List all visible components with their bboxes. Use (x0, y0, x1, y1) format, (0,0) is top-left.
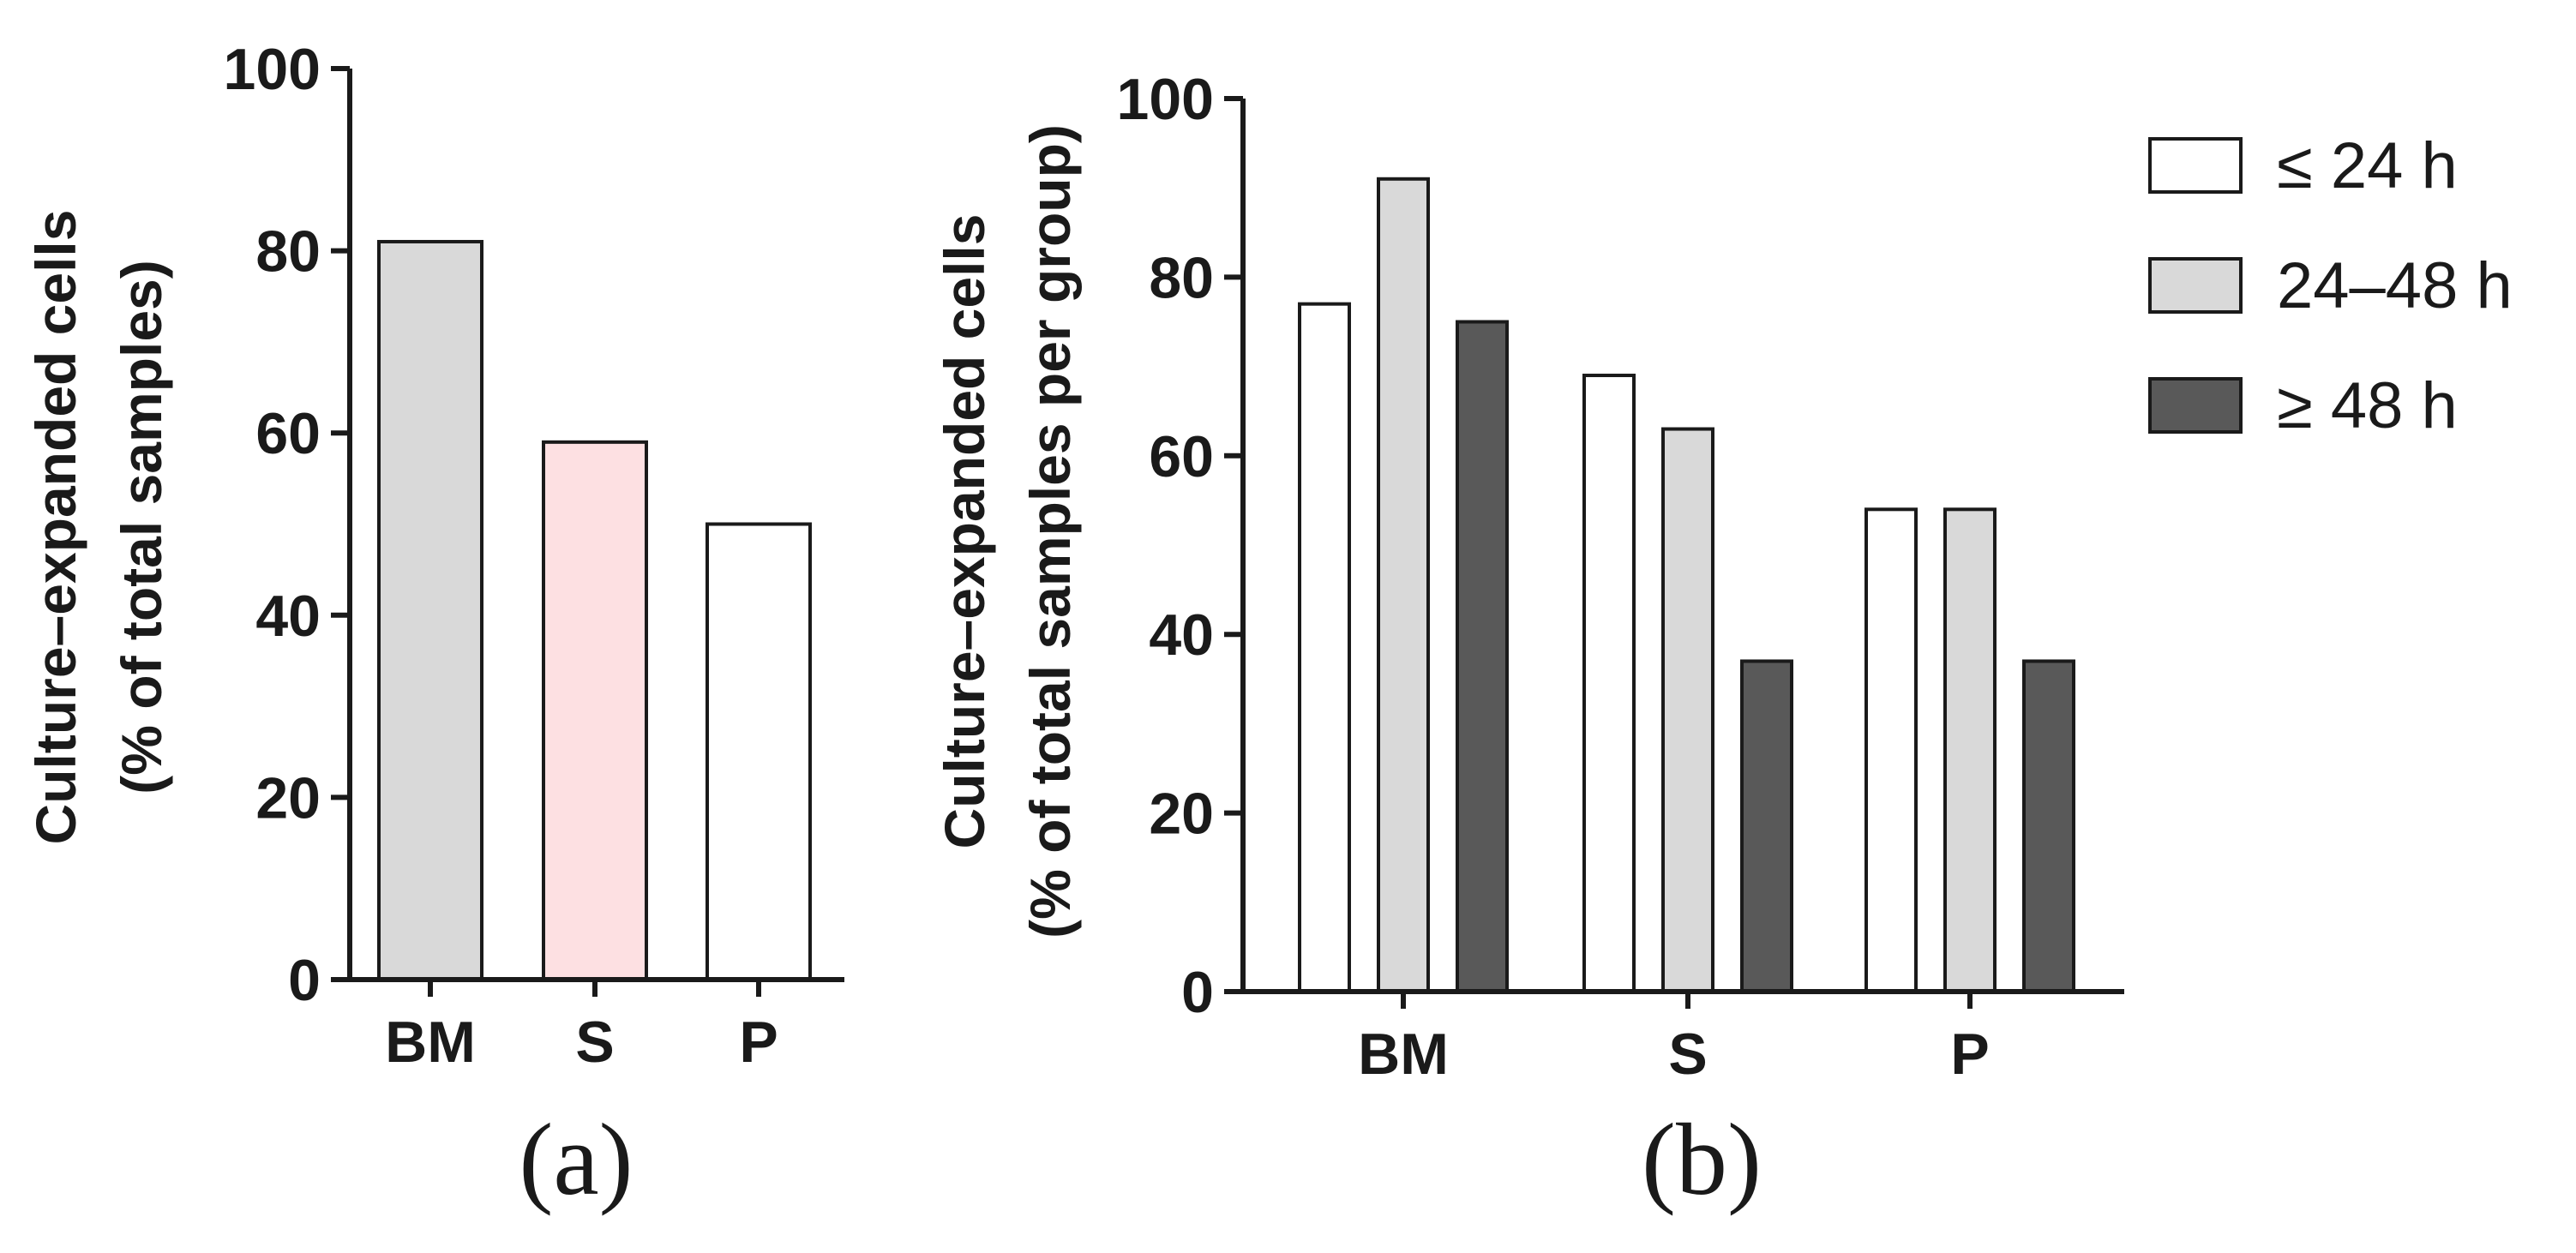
panel-b-bar-bm-series-3 (1456, 320, 1509, 993)
panel-b-ytick-label: 20 (1149, 782, 1214, 847)
panel-b-axes (1240, 99, 2124, 994)
panel-b-ticks: 0 20 40 60 80 100 (1117, 67, 1243, 1025)
panel-b-ytick-label: 60 (1149, 424, 1214, 489)
panel-b-category-label: S (1668, 1022, 1707, 1087)
panel-b-ytick-label: 0 (1181, 960, 1214, 1025)
panel-a-category-label: S (575, 1010, 614, 1075)
panel-a-ticks: 0 20 40 60 80 100 (224, 37, 350, 1013)
panel-b-bar-s-series-3 (1740, 659, 1793, 994)
panel-a-chart: 0 20 40 60 80 100 BM S P Culture–expanded cells… (24, 37, 844, 1216)
panel-a-ylabel-line2: (% of total samples) (110, 260, 173, 794)
panel-b-ytick-label: 40 (1149, 603, 1214, 668)
legend-label-2: 24–48 h (2277, 249, 2513, 322)
panel-b-ylabel-line1: Culture–expanded cells (933, 214, 996, 849)
legend-swatch-2 (2148, 257, 2243, 314)
panel-a-ytick-label: 0 (288, 948, 321, 1013)
panel-b-category-label: P (1950, 1022, 1989, 1087)
panel-b-bar-p-series-3 (2022, 659, 2075, 994)
panel-a-bar-s (542, 440, 648, 981)
legend-label-3: ≥ 48 h (2277, 369, 2458, 442)
panel-a-ytick-label: 60 (255, 401, 321, 466)
panel-b-label: (b) (1642, 1102, 1762, 1216)
legend-swatch-1 (2148, 137, 2243, 194)
panel-a-category-label: P (739, 1010, 778, 1075)
panel-a-ylabel-line1: Culture–expanded cells (24, 210, 87, 845)
legend-label-1: ≤ 24 h (2277, 129, 2458, 202)
panel-b-bar-s-series-1 (1582, 374, 1636, 993)
panel-b-chart: 0 20 40 60 80 100 BM S P ≤ 24 h 24–48 h ≥ 48 h Cu… (933, 67, 2513, 1216)
panel-b-bar-p-series-2 (1943, 507, 1997, 993)
panel-a-ytick-label: 40 (255, 584, 321, 649)
panel-a-label: (a) (519, 1102, 633, 1216)
panel-a-categories: BM S P (385, 980, 778, 1075)
panel-a-bar-p (706, 522, 812, 981)
panel-a-ytick-label: 100 (224, 37, 321, 102)
panel-b-bar-p-series-1 (1864, 507, 1918, 993)
panel-b-bar-bm-series-1 (1298, 302, 1351, 994)
panel-a-bars (377, 239, 812, 982)
panel-b-category-label: BM (1358, 1022, 1449, 1087)
panel-a-ytick-label: 20 (255, 765, 321, 830)
panel-b-bars (1298, 177, 2075, 994)
panel-a-bar-bm (377, 239, 483, 982)
panel-b-ylabel-line2: (% of total samples per group) (1018, 124, 1082, 938)
legend-swatch-3 (2148, 377, 2243, 434)
panel-b-ytick-label: 100 (1117, 67, 1214, 132)
panel-a-ytick-label: 80 (255, 219, 321, 285)
panel-b-bar-s-series-2 (1661, 427, 1714, 994)
panel-b-legend: ≤ 24 h 24–48 h ≥ 48 h (2148, 129, 2513, 442)
panel-b-categories: BM S P (1358, 992, 1990, 1087)
panel-a-category-label: BM (385, 1010, 476, 1075)
panel-b-ytick-label: 80 (1149, 245, 1214, 310)
panel-b-bar-bm-series-2 (1377, 177, 1430, 993)
